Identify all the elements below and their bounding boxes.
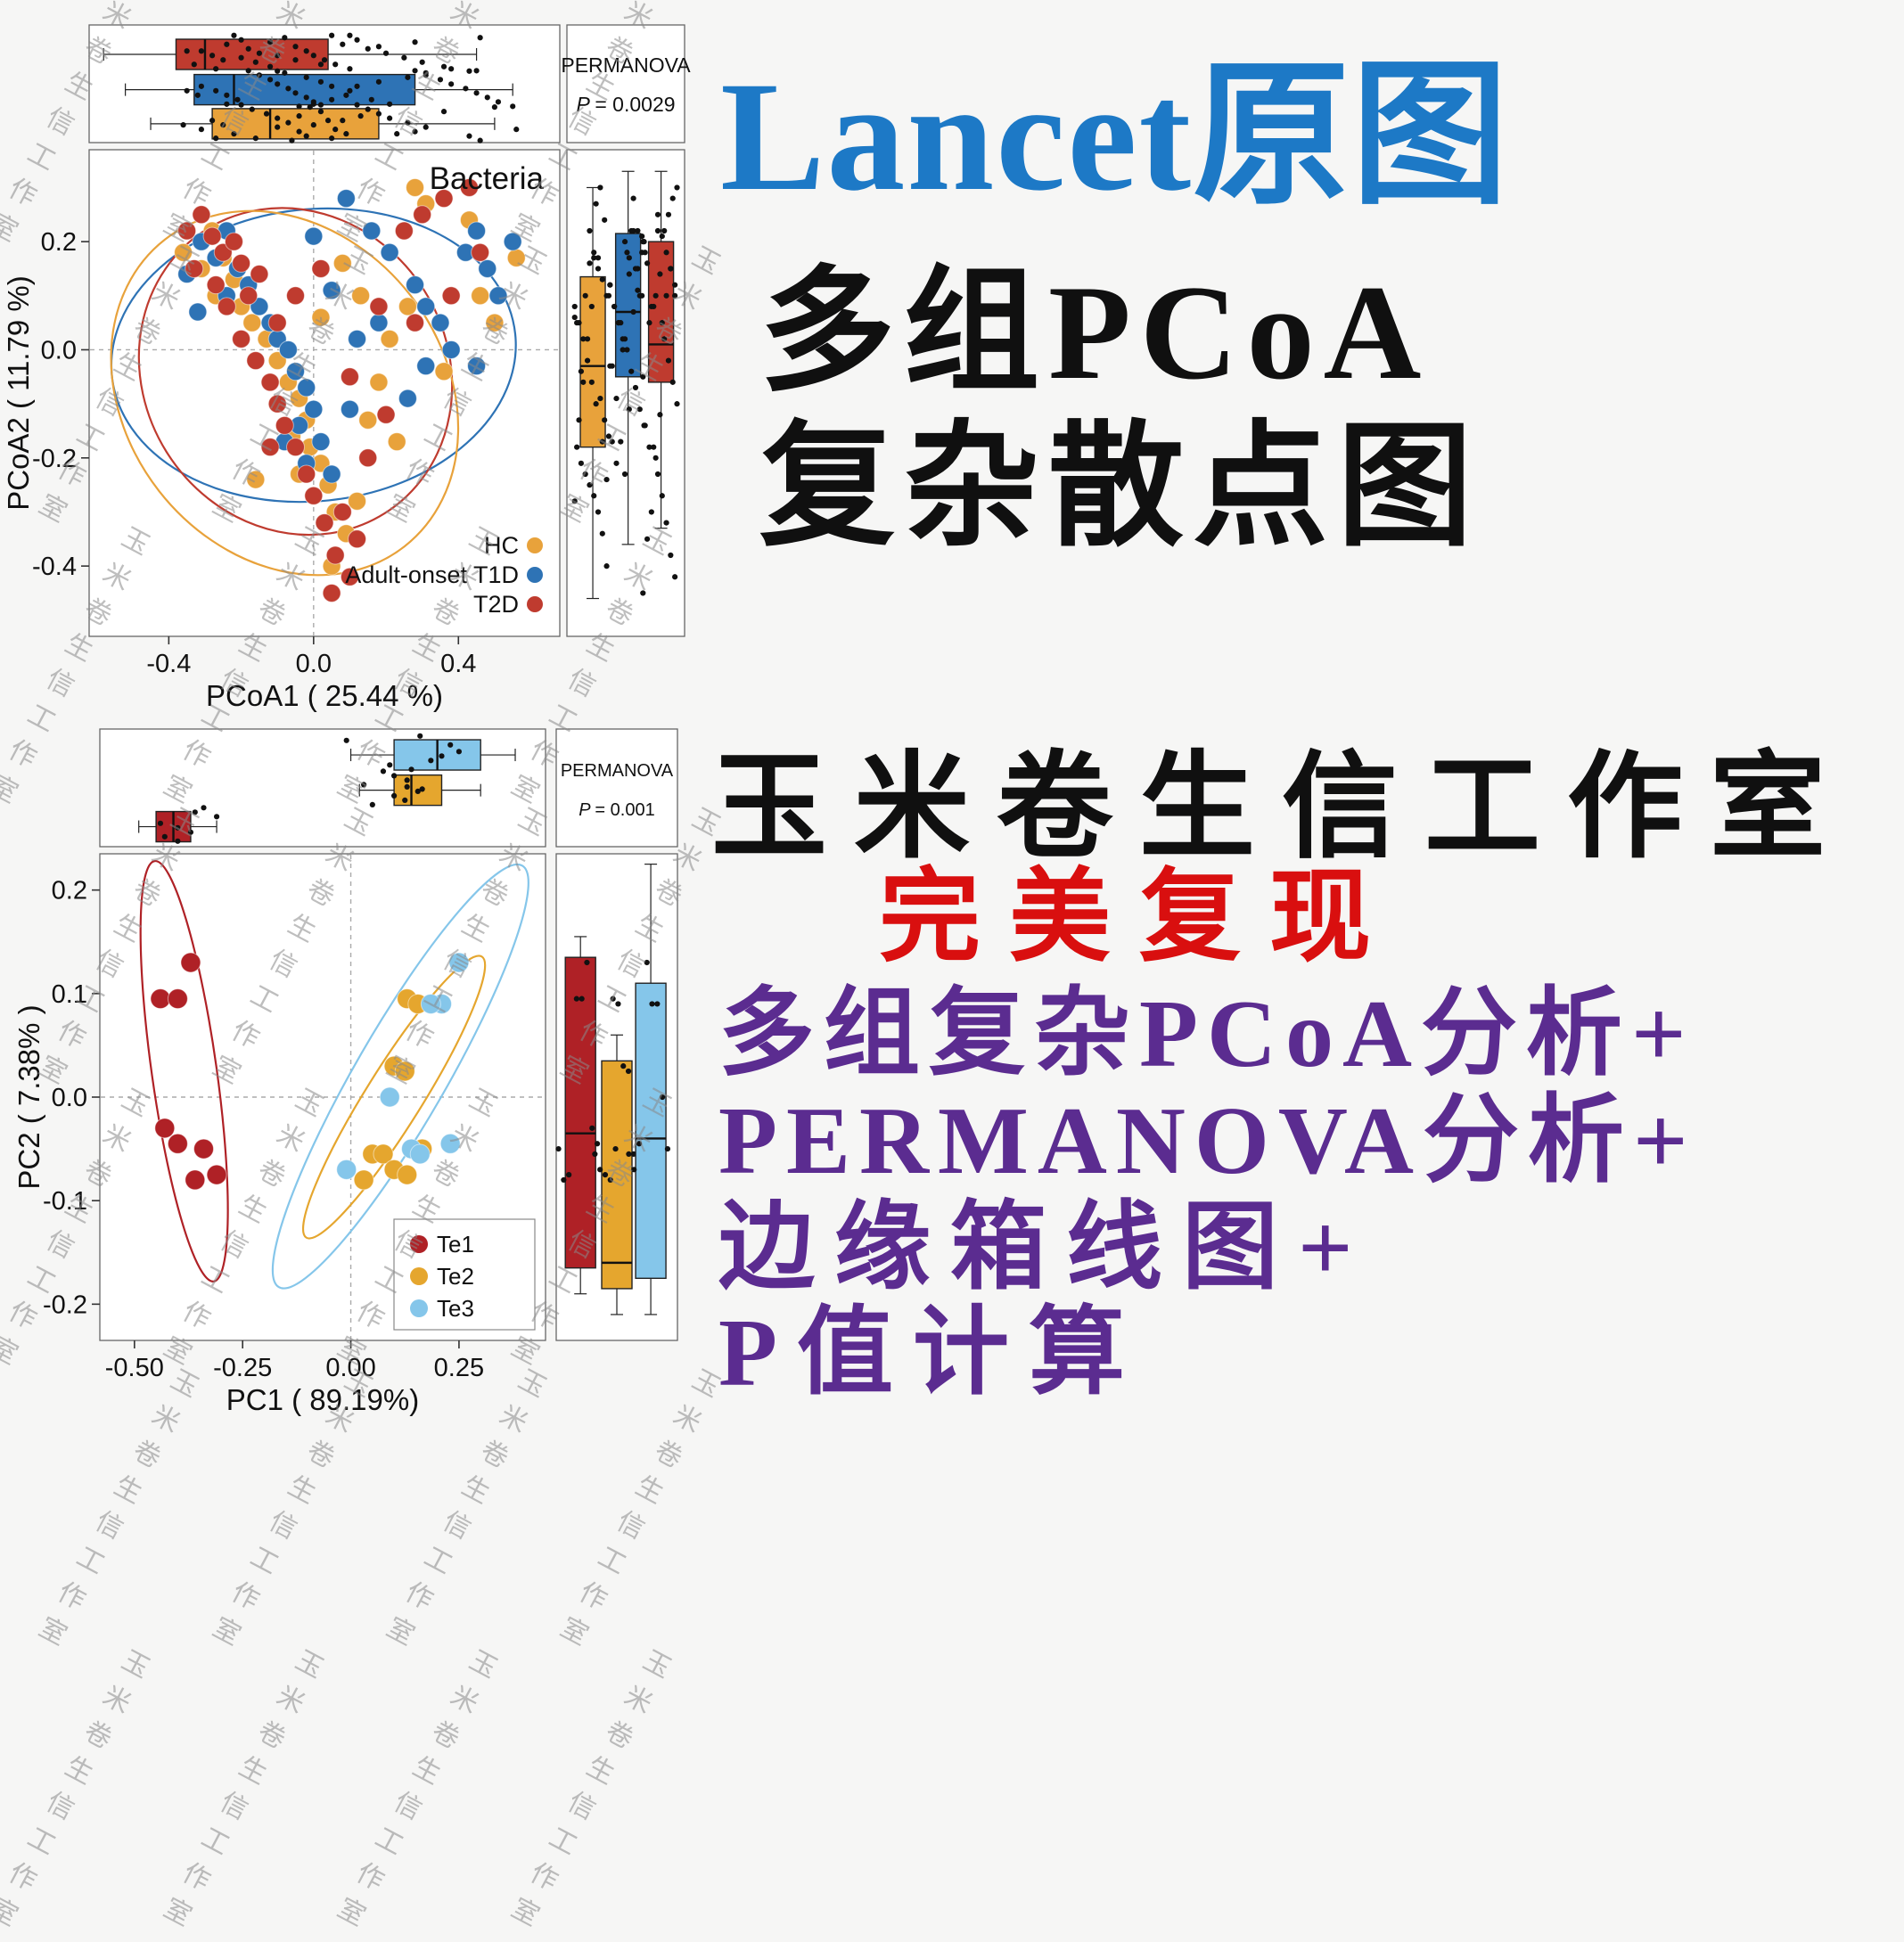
permanova-p-value: P = 0.001 bbox=[579, 800, 654, 820]
top-boxplot bbox=[125, 68, 516, 110]
svg-text:0.2: 0.2 bbox=[41, 228, 77, 257]
svg-text:0.4: 0.4 bbox=[440, 650, 476, 678]
group-ellipse bbox=[271, 863, 529, 1290]
scatter-series-Te1 bbox=[150, 952, 227, 1191]
right-boxplot bbox=[592, 996, 636, 1315]
scatter-series-HC bbox=[174, 177, 526, 576]
top-boxplot bbox=[138, 805, 220, 844]
x-axis-label: PCoA1 ( 25.44 %) bbox=[206, 679, 443, 712]
panel-permanova bbox=[555, 728, 678, 848]
svg-text:Te3: Te3 bbox=[437, 1295, 474, 1322]
permanova-label: PERMANOVA bbox=[561, 761, 674, 781]
top-boxplot bbox=[343, 733, 516, 773]
svg-text:Te2: Te2 bbox=[437, 1263, 474, 1290]
svg-text:-0.50: -0.50 bbox=[105, 1354, 164, 1382]
group-ellipse bbox=[301, 955, 487, 1240]
right-boxplot bbox=[607, 170, 647, 545]
svg-text:0.1: 0.1 bbox=[52, 980, 87, 1009]
chart-title: Bacteria bbox=[430, 161, 545, 196]
headline-scatter: 复杂散点图 bbox=[759, 413, 1481, 562]
right-boxplot bbox=[555, 936, 601, 1295]
right-boxplot bbox=[640, 170, 680, 596]
feature-pvalue: P值计算 bbox=[718, 1300, 1145, 1406]
scatter-series-Te3 bbox=[336, 952, 470, 1180]
permanova-p-value: P = 0.0029 bbox=[576, 93, 675, 116]
scatter-series-T2D bbox=[177, 177, 490, 602]
top-boxplot bbox=[103, 32, 483, 74]
perfect-reproduction: 完美复现 bbox=[879, 861, 1400, 974]
permanova-label: PERMANOVA bbox=[561, 53, 691, 77]
studio-name: 玉米卷生信工作室 bbox=[711, 744, 1853, 873]
svg-text:-0.25: -0.25 bbox=[213, 1354, 272, 1382]
right-boxplot bbox=[626, 864, 671, 1315]
svg-text:0.25: 0.25 bbox=[434, 1354, 484, 1382]
svg-text:-0.1: -0.1 bbox=[43, 1187, 87, 1216]
svg-text:Te1: Te1 bbox=[437, 1231, 474, 1258]
svg-text:0.00: 0.00 bbox=[325, 1354, 375, 1382]
axis-ticks: -0.4 0.0 0.4 0.2 0.0 -0.2 -0.4 bbox=[32, 228, 476, 678]
y-axis-label: PCoA2 ( 11.79 %) bbox=[2, 275, 35, 511]
svg-text:0.0: 0.0 bbox=[296, 650, 332, 678]
svg-text:0.2: 0.2 bbox=[52, 877, 87, 905]
svg-text:-0.4: -0.4 bbox=[146, 650, 191, 678]
feature-permanova: PERMANOVA分析+ bbox=[718, 1088, 1697, 1194]
svg-text:-0.2: -0.2 bbox=[43, 1291, 87, 1319]
panel-permanova bbox=[566, 24, 685, 143]
feature-marginal-box: 边缘箱线图+ bbox=[718, 1195, 1373, 1301]
legend: Te1 Te2 Te3 bbox=[393, 1218, 536, 1331]
y-axis-label: PC2 ( 7.38% ) bbox=[12, 1004, 45, 1189]
top-boxplot bbox=[150, 102, 520, 143]
group-ellipse bbox=[110, 209, 460, 577]
svg-text:-0.2: -0.2 bbox=[32, 445, 77, 473]
top-boxplot bbox=[358, 768, 481, 807]
headline-lancet: Lancet原图 bbox=[720, 50, 1511, 224]
pcoa-figures: -0.4 0.0 0.4 0.2 0.0 -0.2 -0.4 PCoA1 ( 25.44 %)… bbox=[2, 24, 691, 1416]
group-ellipse bbox=[139, 859, 229, 1282]
promo-panel: Lancet原图 多组PCoA 复杂散点图 玉米卷生信工作室 完美复现 多组复杂… bbox=[704, 0, 1904, 1904]
right-boxplot bbox=[571, 184, 612, 600]
svg-text:0.0: 0.0 bbox=[41, 336, 77, 365]
axis-ticks: -0.50 -0.25 0.00 0.25 0.2 0.1 0.0 -0.1 -0.2 bbox=[43, 877, 484, 1382]
svg-text:-0.4: -0.4 bbox=[32, 553, 77, 581]
svg-text:HC: HC bbox=[484, 532, 519, 559]
x-axis-label: PC1 ( 89.19%) bbox=[226, 1383, 419, 1416]
feature-pcoa: 多组复杂PCoA分析+ bbox=[718, 981, 1695, 1087]
svg-text:T2D: T2D bbox=[473, 591, 519, 618]
headline-pcoa: 多组PCoA bbox=[759, 258, 1431, 407]
svg-text:Adult-onset T1D: Adult-onset T1D bbox=[345, 561, 519, 588]
svg-text:0.0: 0.0 bbox=[52, 1084, 87, 1112]
